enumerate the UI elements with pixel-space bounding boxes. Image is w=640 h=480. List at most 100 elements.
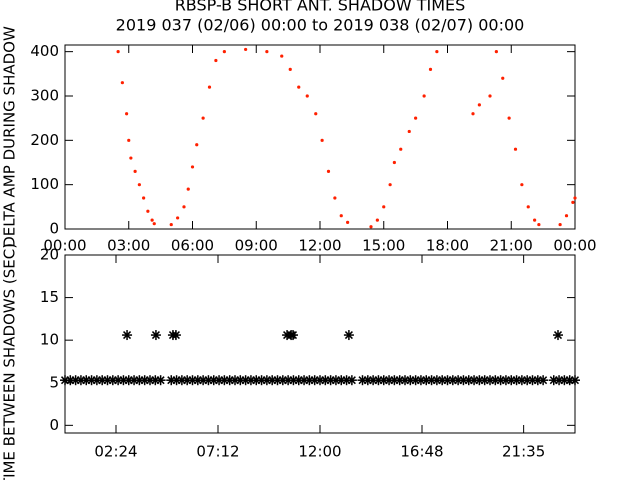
point bbox=[564, 214, 569, 218]
point bbox=[488, 94, 492, 98]
point bbox=[122, 330, 133, 341]
point bbox=[333, 196, 337, 200]
asterisk-stroke bbox=[347, 376, 356, 385]
asterisk-stroke bbox=[539, 376, 548, 385]
point bbox=[288, 330, 299, 341]
point bbox=[207, 85, 212, 89]
point bbox=[150, 218, 154, 222]
point bbox=[297, 85, 301, 89]
point bbox=[314, 112, 318, 116]
point bbox=[375, 218, 379, 222]
point bbox=[501, 76, 505, 80]
point bbox=[422, 94, 426, 98]
point bbox=[125, 112, 129, 116]
point bbox=[388, 183, 392, 187]
point bbox=[222, 50, 226, 54]
point bbox=[533, 218, 537, 222]
x-tick-label: 16:48 bbox=[400, 443, 443, 461]
asterisk-stroke bbox=[288, 331, 298, 340]
point bbox=[133, 169, 137, 173]
point bbox=[142, 196, 146, 200]
point bbox=[288, 67, 292, 71]
point bbox=[520, 183, 524, 187]
point bbox=[170, 330, 181, 341]
point bbox=[305, 94, 309, 98]
point bbox=[129, 156, 133, 160]
point bbox=[471, 112, 475, 116]
chart-subtitle: 2019 037 (02/06) 00:00 to 2019 038 (02/0… bbox=[116, 16, 525, 35]
x-tick-label: 18:00 bbox=[426, 237, 469, 255]
x-tick-label: 15:00 bbox=[362, 237, 405, 255]
x-tick-label: 00:00 bbox=[43, 237, 86, 255]
point bbox=[570, 375, 580, 386]
y-tick-label: 15 bbox=[40, 288, 59, 306]
point bbox=[346, 220, 350, 224]
point bbox=[558, 222, 562, 227]
point bbox=[201, 116, 205, 120]
point bbox=[343, 330, 354, 341]
y-tick-label: 0 bbox=[49, 416, 59, 434]
x-tick-label: 02:24 bbox=[94, 443, 137, 461]
x-tick-label: 06:00 bbox=[171, 237, 214, 255]
asterisk-stroke bbox=[156, 376, 165, 385]
point bbox=[320, 138, 324, 142]
x-tick-label: 12:00 bbox=[298, 237, 341, 255]
point bbox=[265, 50, 269, 54]
point bbox=[146, 209, 150, 213]
y-tick-label: 200 bbox=[30, 131, 59, 149]
asterisk-stroke bbox=[553, 331, 563, 340]
asterisk-stroke bbox=[123, 331, 132, 340]
point bbox=[195, 143, 199, 147]
point bbox=[339, 214, 343, 218]
point bbox=[428, 67, 433, 71]
y-tick-label: 20 bbox=[40, 246, 59, 264]
point bbox=[244, 47, 248, 52]
point bbox=[407, 129, 411, 134]
point bbox=[382, 205, 386, 209]
point bbox=[392, 160, 396, 165]
y-tick-label: 0 bbox=[49, 220, 59, 238]
x-tick-label: 12:00 bbox=[298, 443, 341, 461]
point bbox=[513, 147, 518, 151]
point bbox=[435, 50, 439, 54]
x-tick-label: 21:00 bbox=[490, 237, 533, 255]
point bbox=[538, 375, 549, 386]
y-tick-label: 400 bbox=[30, 42, 59, 60]
asterisk-stroke bbox=[171, 331, 180, 340]
point bbox=[571, 200, 575, 204]
y-tick-label: 10 bbox=[40, 331, 59, 349]
point bbox=[186, 187, 190, 191]
point bbox=[399, 147, 403, 151]
chart-title: RBSP-B SHORT ANT. SHADOW TIMES bbox=[175, 0, 466, 15]
point bbox=[537, 222, 541, 227]
point bbox=[280, 54, 284, 58]
point bbox=[137, 183, 141, 187]
y-axis-label: DELTA AMP DURING SHADOW bbox=[1, 26, 19, 248]
point bbox=[573, 196, 577, 200]
point bbox=[526, 205, 530, 209]
x-tick-label: 00:00 bbox=[553, 237, 596, 255]
point bbox=[127, 138, 131, 142]
y-tick-label: 100 bbox=[30, 175, 59, 193]
point bbox=[553, 330, 563, 341]
asterisk-stroke bbox=[570, 376, 580, 385]
point bbox=[182, 205, 186, 209]
point bbox=[214, 58, 218, 63]
point bbox=[414, 116, 418, 120]
x-tick-label: 21:35 bbox=[502, 443, 545, 461]
point bbox=[152, 222, 156, 226]
point bbox=[150, 330, 161, 341]
point bbox=[120, 81, 124, 85]
point bbox=[477, 103, 481, 107]
point bbox=[155, 375, 166, 386]
x-tick-label: 09:00 bbox=[235, 237, 278, 255]
y-tick-label: 5 bbox=[49, 373, 59, 391]
x-tick-label: 07:12 bbox=[196, 443, 239, 461]
point bbox=[176, 216, 180, 220]
point bbox=[494, 50, 498, 54]
asterisk-stroke bbox=[151, 331, 160, 340]
point bbox=[346, 375, 357, 386]
point bbox=[369, 225, 373, 229]
